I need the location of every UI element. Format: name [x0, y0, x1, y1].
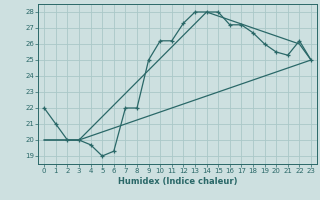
X-axis label: Humidex (Indice chaleur): Humidex (Indice chaleur) [118, 177, 237, 186]
